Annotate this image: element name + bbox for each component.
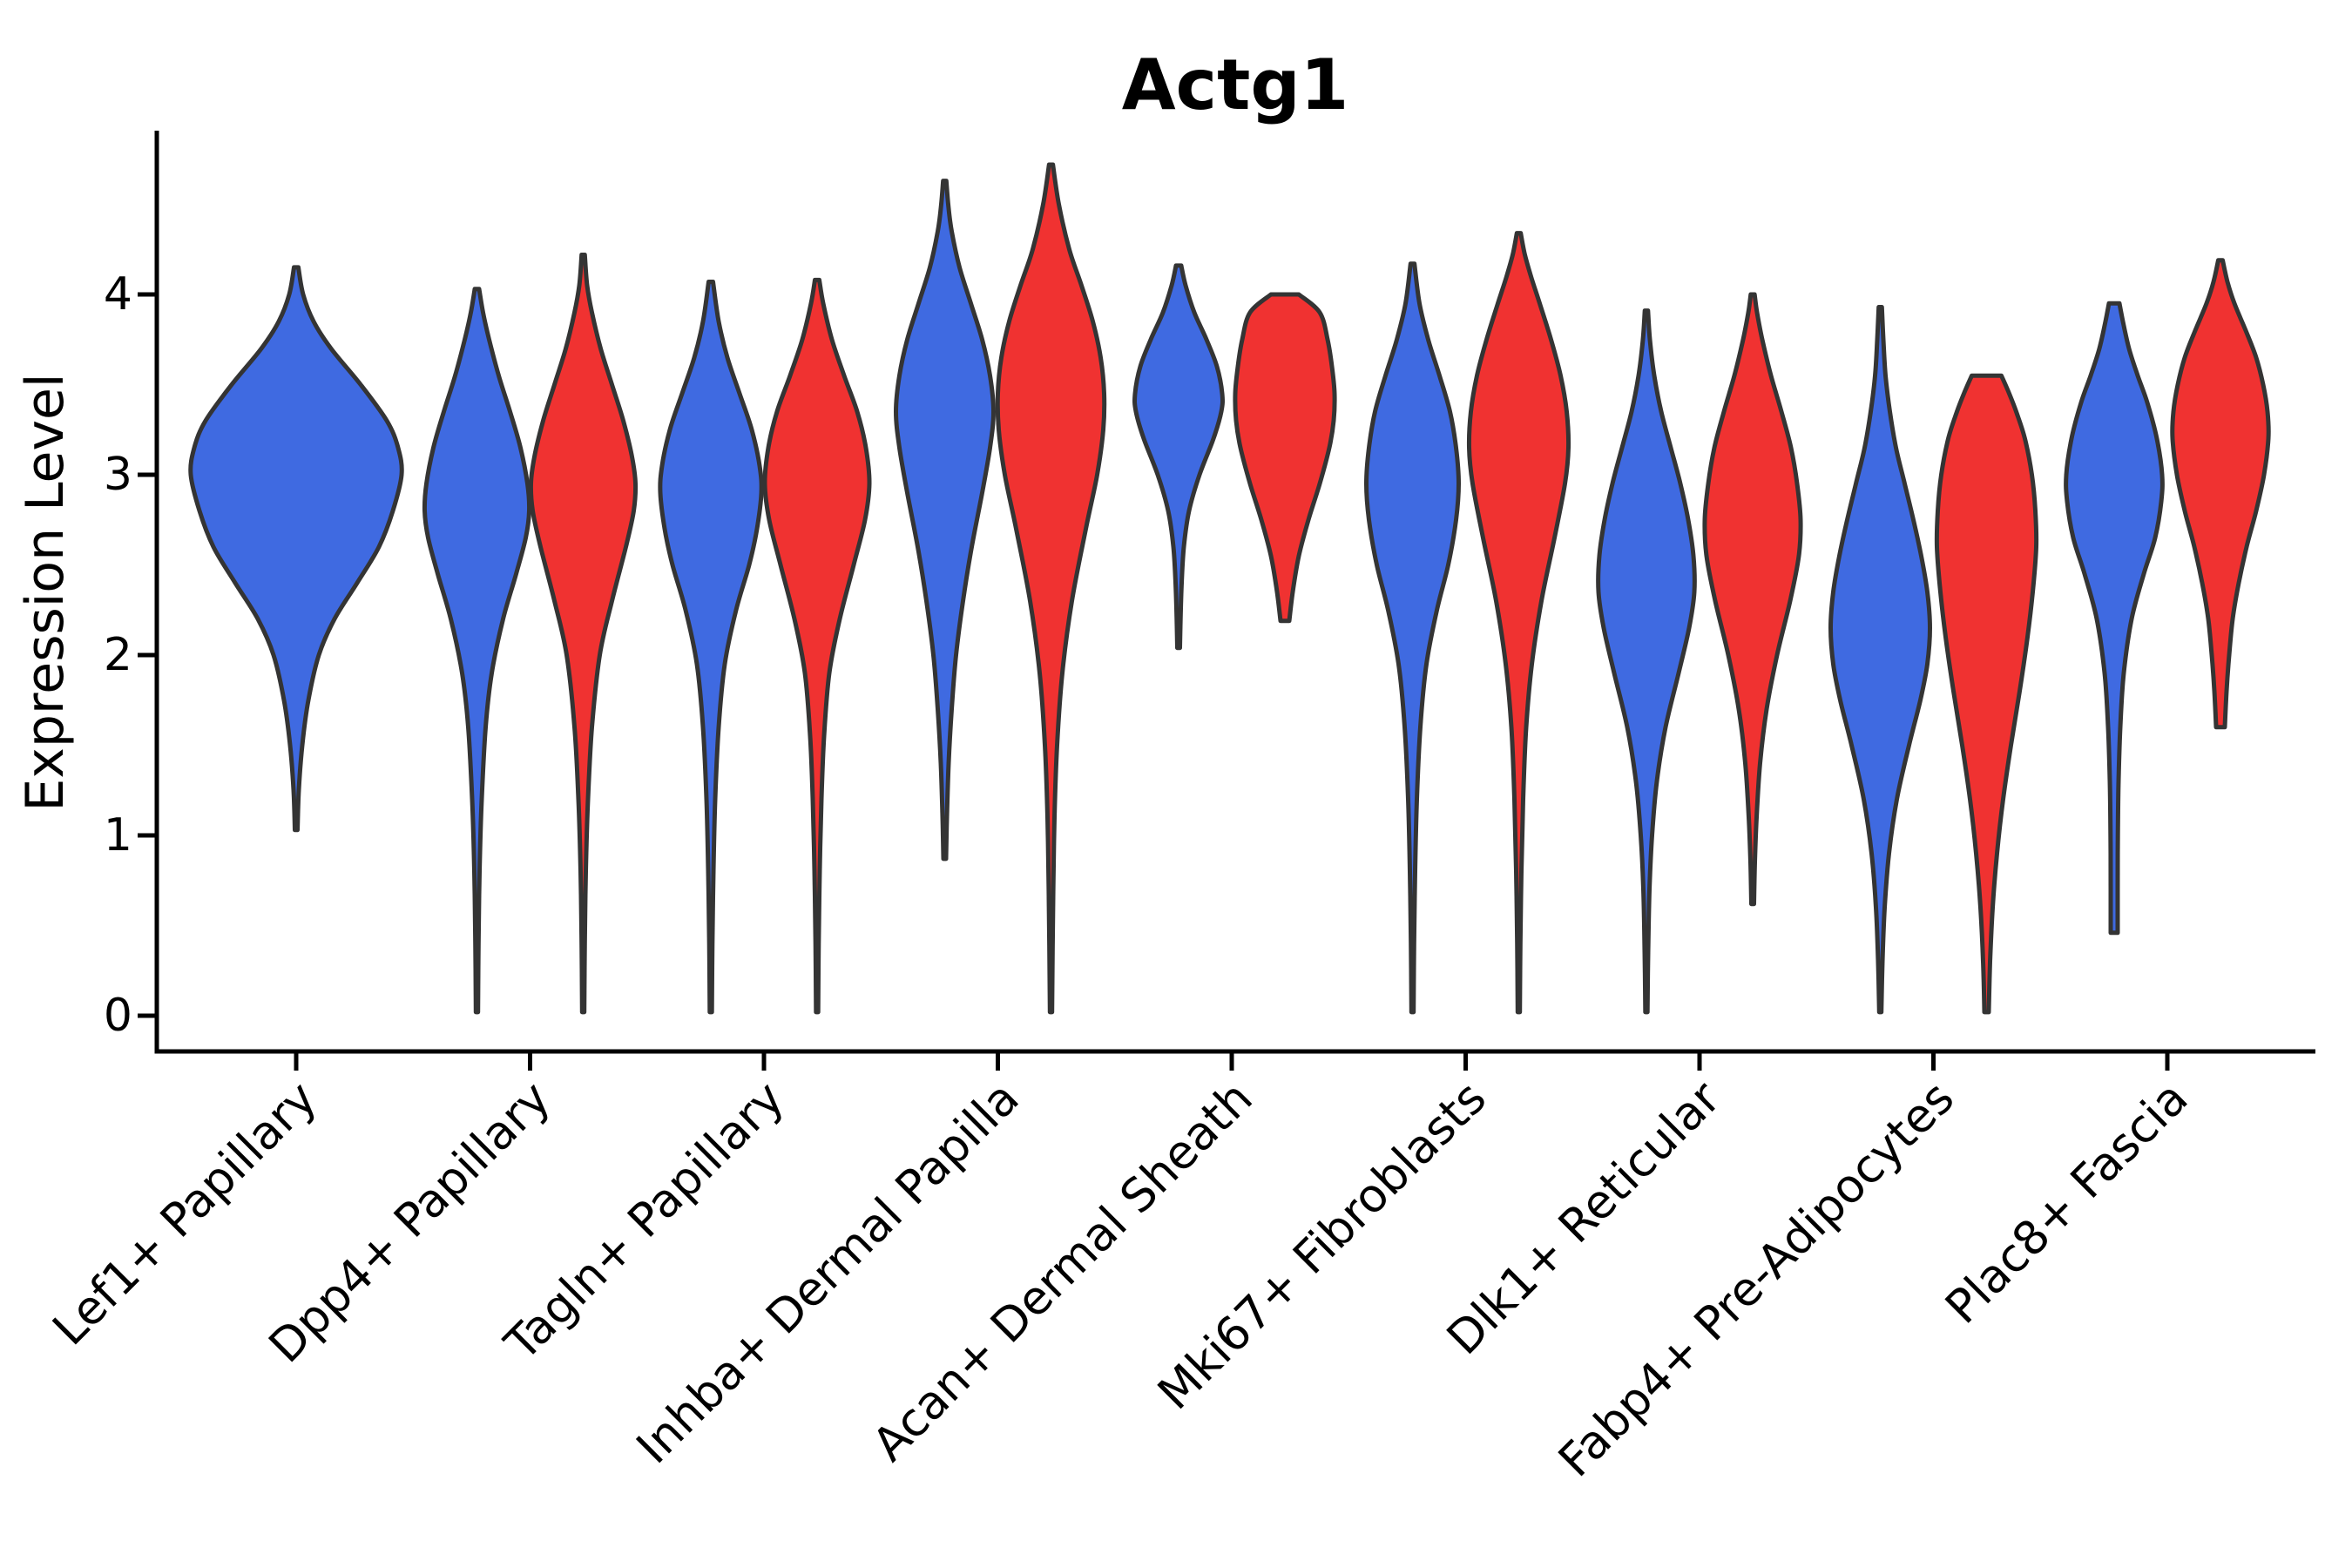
violins	[188, 162, 2271, 1015]
y-tick-label-4: 4	[103, 268, 132, 321]
violin-plac8-fascia-red	[2170, 258, 2271, 730]
violin-lef1-papillary-blue	[188, 265, 404, 833]
violin-acan-dermal-sheath-red	[1233, 292, 1337, 624]
violin-inhba-dermal-papilla-red	[995, 162, 1107, 1015]
violin-acan-dermal-sheath-blue	[1132, 263, 1225, 651]
violin-tagln-papillary-blue	[658, 280, 764, 1015]
axes	[138, 131, 2315, 1071]
y-tick-label-0: 0	[103, 990, 132, 1042]
violin-dpp4-papillary-blue	[422, 287, 532, 1015]
violin-plac8-fascia-blue	[2064, 301, 2165, 936]
y-axis-label: Expression Level	[15, 373, 76, 812]
y-tick-label-1: 1	[103, 809, 132, 862]
y-tick-label-3: 3	[103, 449, 132, 501]
violin-fabp4-pre-adipocytes-blue	[1828, 305, 1932, 1015]
violin-inhba-dermal-papilla-blue	[894, 179, 996, 862]
violin-mki67-fibroblasts-red	[1466, 231, 1571, 1015]
violin-dlk1-reticular-red	[1702, 292, 1803, 907]
violin-dlk1-reticular-blue	[1596, 308, 1697, 1015]
violin-tagln-papillary-red	[762, 277, 872, 1015]
violin-mki67-fibroblasts-blue	[1364, 261, 1461, 1015]
chart-title: Actg1	[1121, 44, 1349, 125]
violin-dpp4-papillary-red	[528, 253, 639, 1015]
violin-fabp4-pre-adipocytes-red	[1934, 373, 2039, 1015]
y-tick-label-2: 2	[103, 629, 132, 681]
